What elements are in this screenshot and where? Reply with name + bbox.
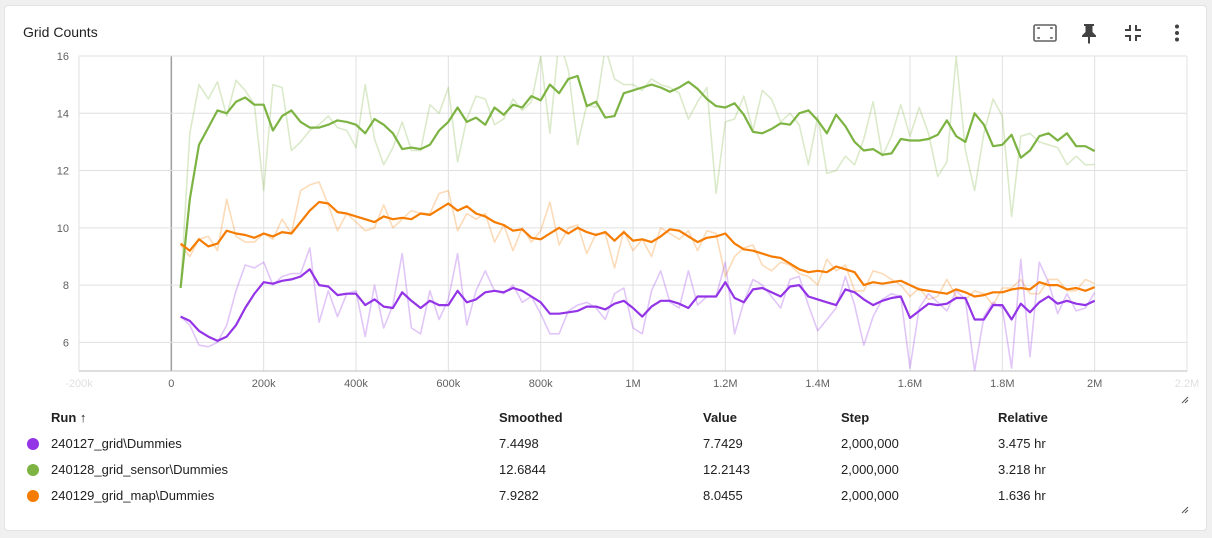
collapse-icon	[1125, 25, 1141, 41]
y-tick-label: 10	[57, 223, 69, 235]
x-tick-label: 1.8M	[990, 378, 1014, 390]
x-tick-label: 1.2M	[713, 378, 737, 390]
fit-to-data-button[interactable]	[1030, 20, 1060, 46]
relative-column-header: Relative	[998, 409, 1048, 425]
relative-time: 1.636 hr	[998, 487, 1046, 503]
smoothed-series-line	[179, 200, 1096, 298]
table-resize-handle-icon[interactable]	[1179, 504, 1189, 514]
table-row: 240129_grid_map\Dummies 7.9282 8.0455 2,…	[21, 482, 1048, 508]
line-chart[interactable]: -200k 0 200k 400k 600k 800k 1M 1.2M 1.4M 1.6M 1.8M…	[5, 6, 1205, 401]
x-tick-label: 1M	[625, 378, 640, 390]
pin-button[interactable]	[1074, 20, 1104, 46]
table-row: 240128_grid_sensor\Dummies 12.6844 12.21…	[21, 456, 1048, 482]
x-tick-label: 2.2M	[1175, 378, 1199, 390]
x-tick-label: 0	[168, 378, 174, 390]
raw-value: 7.7429	[703, 435, 743, 451]
runs-table: Run ↑ Smoothed Value Step Relative 24012…	[21, 404, 1048, 508]
fit-to-data-icon	[1033, 24, 1057, 42]
x-tick-label: 200k	[252, 378, 276, 390]
raw-series-line	[179, 56, 1095, 289]
tick-label-layer: -200k 0 200k 400k 600k 800k 1M 1.2M 1.4M 1.6M 1.8M…	[57, 51, 1199, 390]
value-column-header: Value	[703, 409, 737, 425]
raw-series-line	[179, 181, 1096, 306]
y-tick-label: 6	[63, 337, 69, 349]
step-column-header: Step	[841, 409, 870, 425]
relative-time: 3.218 hr	[998, 461, 1046, 477]
run-name: 240127_grid\Dummies	[51, 435, 182, 451]
run-name: 240128_grid_sensor\Dummies	[51, 461, 229, 477]
smoothed-series-line	[179, 74, 1096, 289]
pin-icon	[1082, 24, 1096, 44]
relative-time: 3.475 hr	[998, 435, 1046, 451]
x-tick-label: 600k	[436, 378, 460, 390]
run-color-dot	[27, 438, 39, 451]
card-toolbar	[1030, 20, 1192, 46]
chart-card: Grid Counts	[4, 5, 1207, 531]
run-color-dot	[27, 490, 39, 503]
step-value: 2,000,000	[841, 487, 899, 503]
collapse-button[interactable]	[1118, 20, 1148, 46]
smoothed-series-layer	[179, 74, 1096, 342]
grid-layer	[78, 55, 1188, 372]
x-tick-label: 800k	[529, 378, 553, 390]
y-tick-label: 14	[57, 108, 69, 120]
raw-series-line	[180, 247, 1096, 371]
more-options-button[interactable]	[1162, 20, 1192, 46]
x-tick-label: 400k	[344, 378, 368, 390]
run-color-dot	[27, 464, 39, 477]
smoothed-column-header: Smoothed	[499, 409, 563, 425]
more-vert-icon	[1175, 24, 1179, 42]
step-value: 2,000,000	[841, 435, 899, 451]
table-header-row: Run ↑ Smoothed Value Step Relative	[21, 404, 1048, 430]
run-column-header[interactable]: Run ↑	[51, 409, 87, 425]
y-tick-label: 8	[63, 280, 69, 292]
chart-resize-handle-icon[interactable]	[1179, 394, 1189, 404]
smoothed-value: 7.9282	[499, 487, 539, 503]
x-tick-label: 1.6M	[898, 378, 922, 390]
step-value: 2,000,000	[841, 461, 899, 477]
card-title: Grid Counts	[23, 24, 98, 40]
run-name: 240129_grid_map\Dummies	[51, 487, 215, 503]
x-tick-label: -200k	[65, 378, 93, 390]
smoothed-value: 12.6844	[499, 461, 546, 477]
x-tick-label: 1.4M	[805, 378, 829, 390]
y-tick-label: 16	[57, 51, 69, 63]
table-row: 240127_grid\Dummies 7.4498 7.7429 2,000,…	[21, 430, 1048, 456]
raw-value: 12.2143	[703, 461, 750, 477]
y-tick-label: 12	[57, 166, 69, 178]
smoothed-value: 7.4498	[499, 435, 539, 451]
raw-value: 8.0455	[703, 487, 743, 503]
smoothed-series-line	[180, 268, 1096, 342]
x-tick-label: 2M	[1087, 378, 1102, 390]
